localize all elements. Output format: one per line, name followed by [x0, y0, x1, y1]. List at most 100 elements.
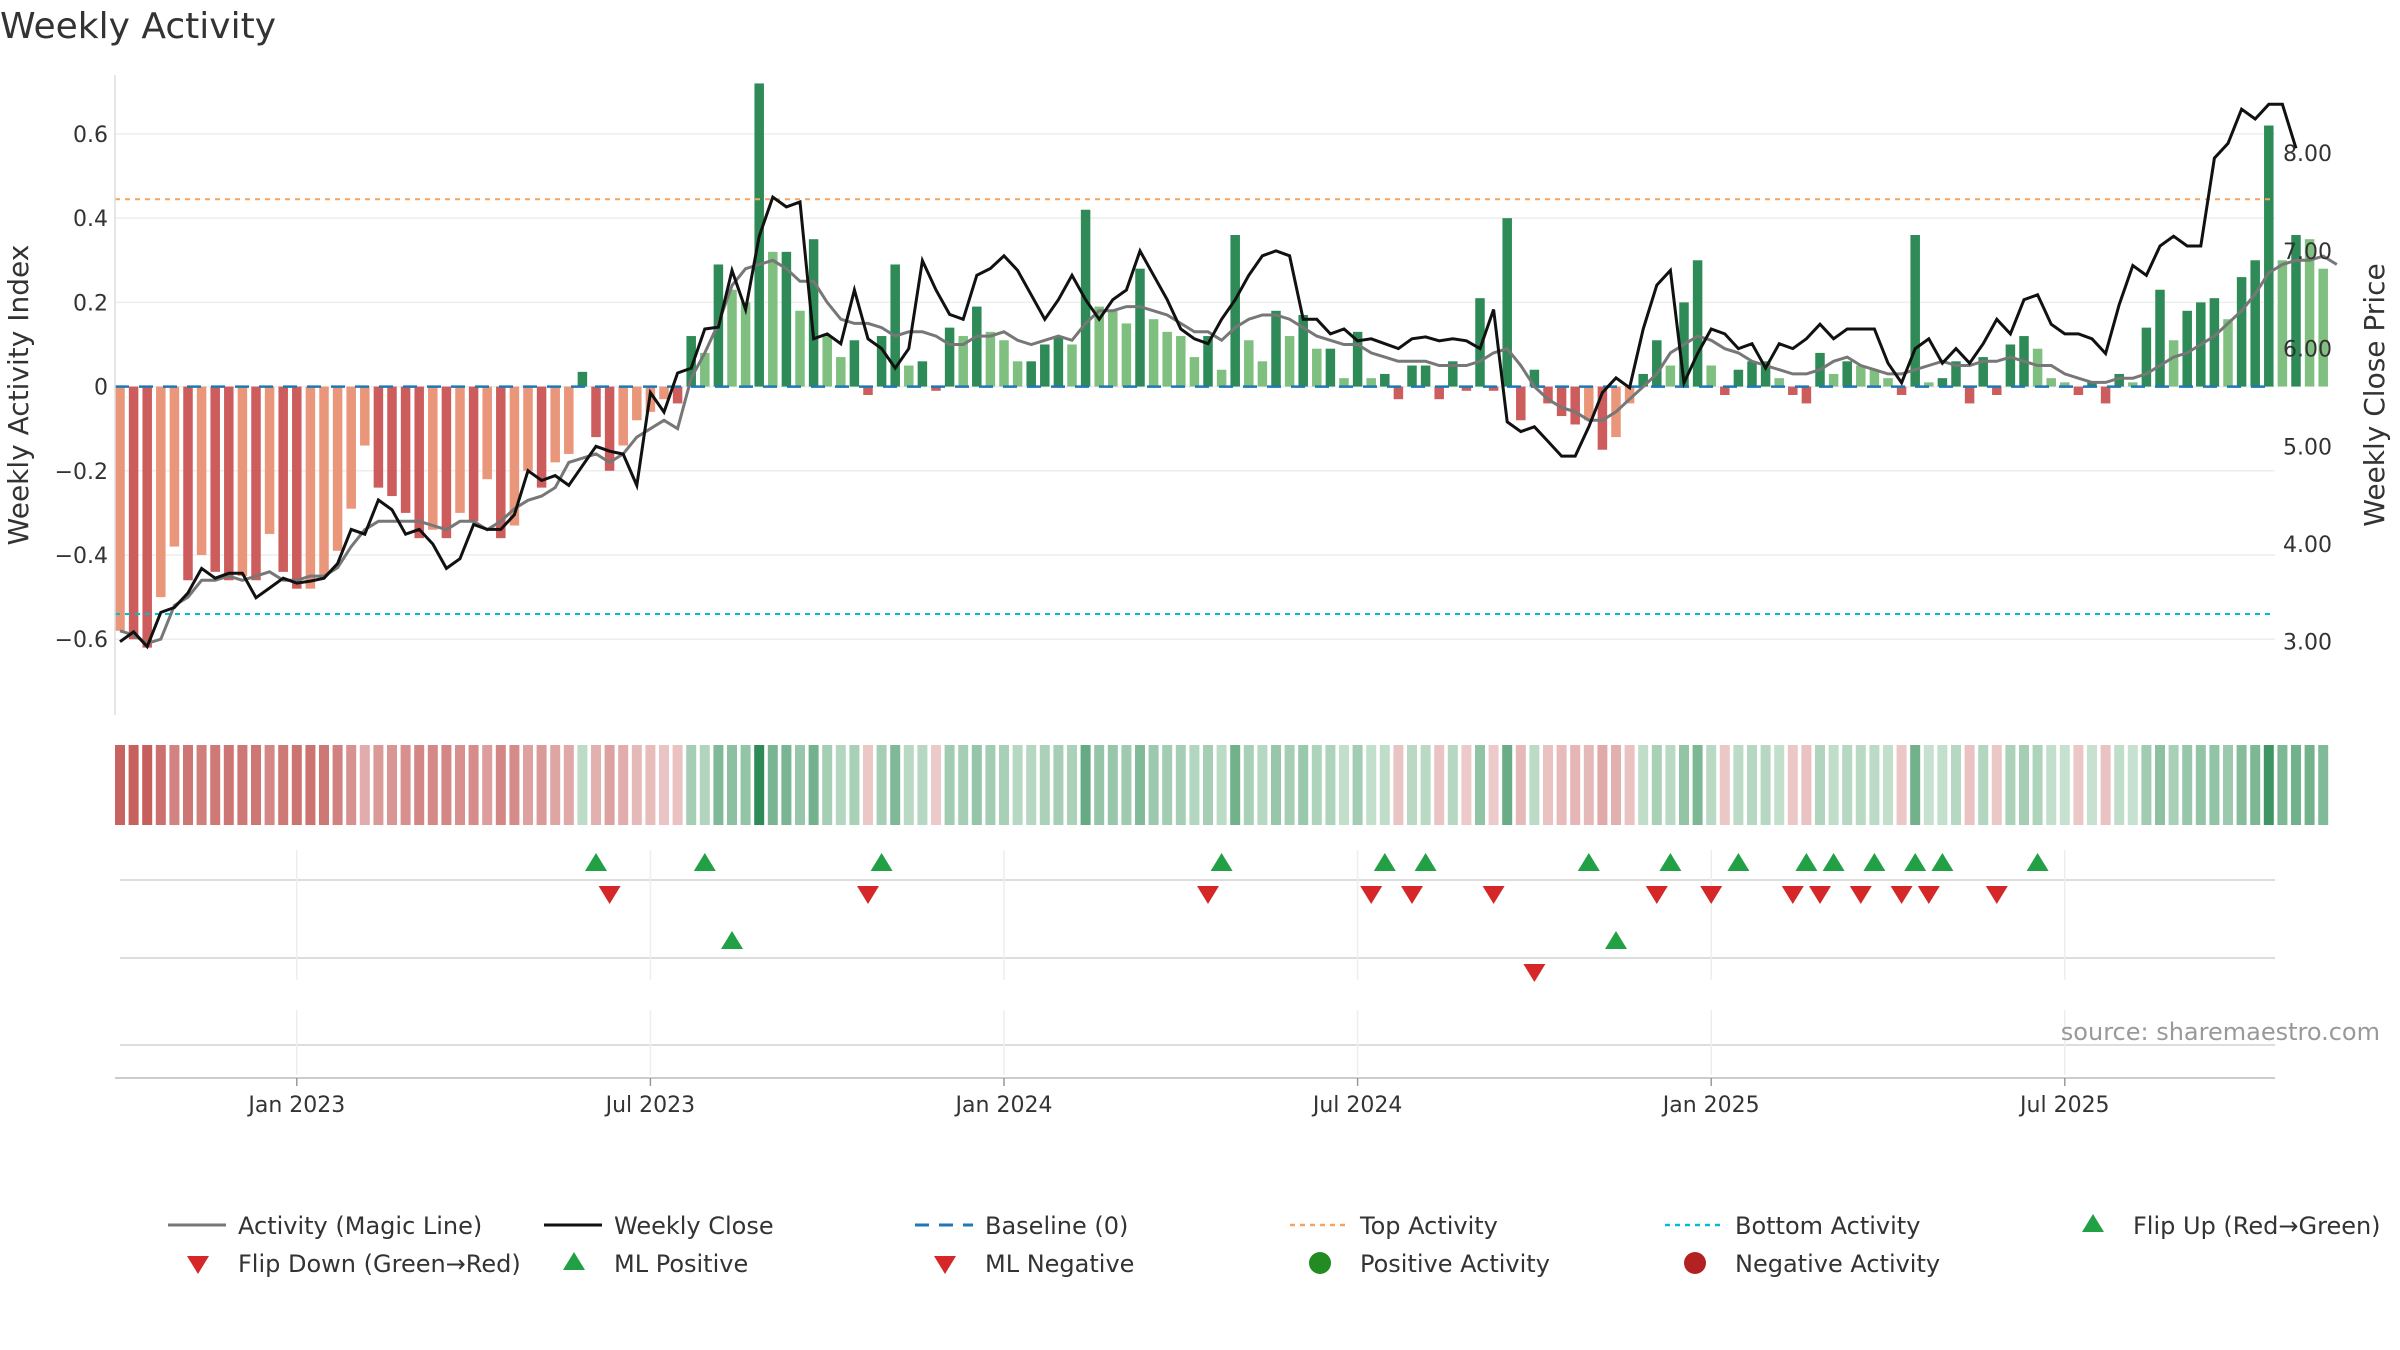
activity-bar — [659, 386, 669, 400]
activity-bar — [1203, 336, 1213, 387]
activity-bar — [768, 251, 778, 387]
legend-label: ML Negative — [985, 1250, 1134, 1278]
heat-strip-cell — [1107, 745, 1118, 825]
heat-strip-cell — [1801, 745, 1812, 825]
activity-bar — [2318, 268, 2328, 387]
left-tick-label: 0 — [94, 376, 108, 401]
flip-up-marker — [585, 853, 607, 871]
heat-strip-cell — [523, 745, 533, 825]
heat-strip-cell — [1869, 745, 1880, 825]
activity-bar — [632, 386, 642, 421]
activity-bar — [2304, 239, 2315, 387]
heat-strip-cell — [1665, 745, 1676, 825]
heat-strip-cell — [373, 745, 384, 825]
heat-strip-cell — [2127, 745, 2138, 825]
legend-symbol-triangle-up — [563, 1252, 585, 1270]
heat-strip-cell — [2168, 745, 2179, 825]
heat-strip-cell — [1053, 745, 1064, 825]
heat-strip-cell — [1706, 745, 1717, 825]
activity-bar — [1896, 386, 1907, 395]
heat-strip-cell — [2250, 745, 2261, 825]
flip-up-marker — [693, 853, 716, 871]
activity-bar — [536, 386, 547, 488]
heat-strip-cell — [1148, 745, 1159, 825]
activity-bar — [509, 386, 520, 526]
heat-strip-cell — [1978, 745, 1989, 825]
activity-bar — [400, 386, 411, 513]
activity-bar — [251, 386, 261, 581]
activity-bar — [1597, 386, 1608, 450]
activity-heat-strip — [115, 745, 2329, 825]
heat-strip-cell — [971, 745, 982, 825]
left-tick-label: 0.6 — [73, 123, 108, 148]
activity-bar — [428, 386, 438, 530]
activity-bar — [577, 371, 588, 387]
activity-bar — [2087, 382, 2097, 387]
heat-strip-cell — [767, 745, 778, 825]
axes: 0.6 0.4 0.2 0 −0.2 −0.4 −0.6 8.00 7.00 6.00 5.00 4.… — [55, 75, 2332, 715]
activity-bar — [1638, 373, 1648, 387]
heat-strip-cell — [1842, 745, 1853, 825]
heat-strip-cell — [2019, 745, 2029, 825]
activity-bar — [1543, 386, 1553, 404]
heat-strip-cell — [2141, 745, 2152, 825]
legend-label: Positive Activity — [1360, 1250, 1550, 1278]
legend-symbol-positive-circle — [1309, 1252, 1331, 1274]
heat-strip-cell — [2236, 745, 2247, 825]
flip-down-marker — [857, 886, 879, 904]
activity-bar — [1570, 386, 1580, 425]
activity-bar — [1121, 323, 1132, 387]
heat-strip-cell — [1828, 745, 1839, 825]
heat-strip-cell — [1733, 745, 1744, 825]
heat-strip-cell — [1434, 745, 1445, 825]
flip-down-marker — [1781, 886, 1804, 904]
activity-bar — [822, 336, 832, 387]
heat-strip-cell — [1719, 745, 1730, 825]
heat-strip-cell — [169, 745, 180, 825]
activity-bar — [985, 331, 996, 387]
activity-bar — [1094, 306, 1104, 387]
legend-symbol-triangle-down — [934, 1256, 956, 1274]
heat-strip-cell — [563, 745, 574, 825]
heat-strip-cell — [1284, 745, 1295, 825]
heat-strip-cell — [2087, 745, 2097, 825]
flip-down-marker — [1890, 886, 1913, 904]
heat-strip-cell — [808, 745, 819, 825]
activity-bar — [1448, 361, 1458, 387]
activity-bar — [292, 386, 302, 589]
activity-bar — [1992, 386, 2002, 395]
activity-bar — [1162, 331, 1172, 387]
heat-strip-cell — [1543, 745, 1553, 825]
activity-bar — [156, 386, 166, 598]
activity-bar — [1461, 386, 1472, 391]
flip-up-marker — [1795, 853, 1818, 871]
x-tick-label: Jan 2023 — [246, 1093, 345, 1118]
activity-bar — [564, 386, 574, 454]
heat-strip-cell — [944, 745, 955, 825]
heat-strip-cell — [427, 745, 438, 825]
heat-strip-cell — [1339, 745, 1349, 825]
activity-bar — [2250, 260, 2260, 387]
heat-strip-cell — [196, 745, 207, 825]
heat-strip-cell — [455, 745, 465, 825]
activity-bar — [2100, 386, 2111, 404]
activity-bar — [1216, 369, 1227, 387]
heat-strip-cell — [1203, 745, 1213, 825]
activity-bar — [1720, 386, 1730, 395]
flip-up-marker — [1863, 853, 1886, 871]
heat-strip-cell — [264, 745, 275, 825]
heat-strip-cell — [890, 745, 901, 825]
activity-bar — [1774, 378, 1784, 387]
heat-strip-cell — [1883, 745, 1893, 825]
legend-label: Flip Up (Red→Green) — [2133, 1212, 2381, 1240]
flip-down-marker — [1917, 886, 1940, 904]
legend-label: Bottom Activity — [1735, 1212, 1920, 1240]
activity-bar — [2168, 340, 2179, 387]
activity-bar — [210, 386, 220, 572]
activity-bar — [373, 386, 384, 488]
activity-bar — [142, 386, 152, 648]
magic-line — [119, 254, 2338, 646]
heat-strip-cell — [1910, 745, 1921, 825]
right-tick-label: 4.00 — [2283, 533, 2332, 558]
